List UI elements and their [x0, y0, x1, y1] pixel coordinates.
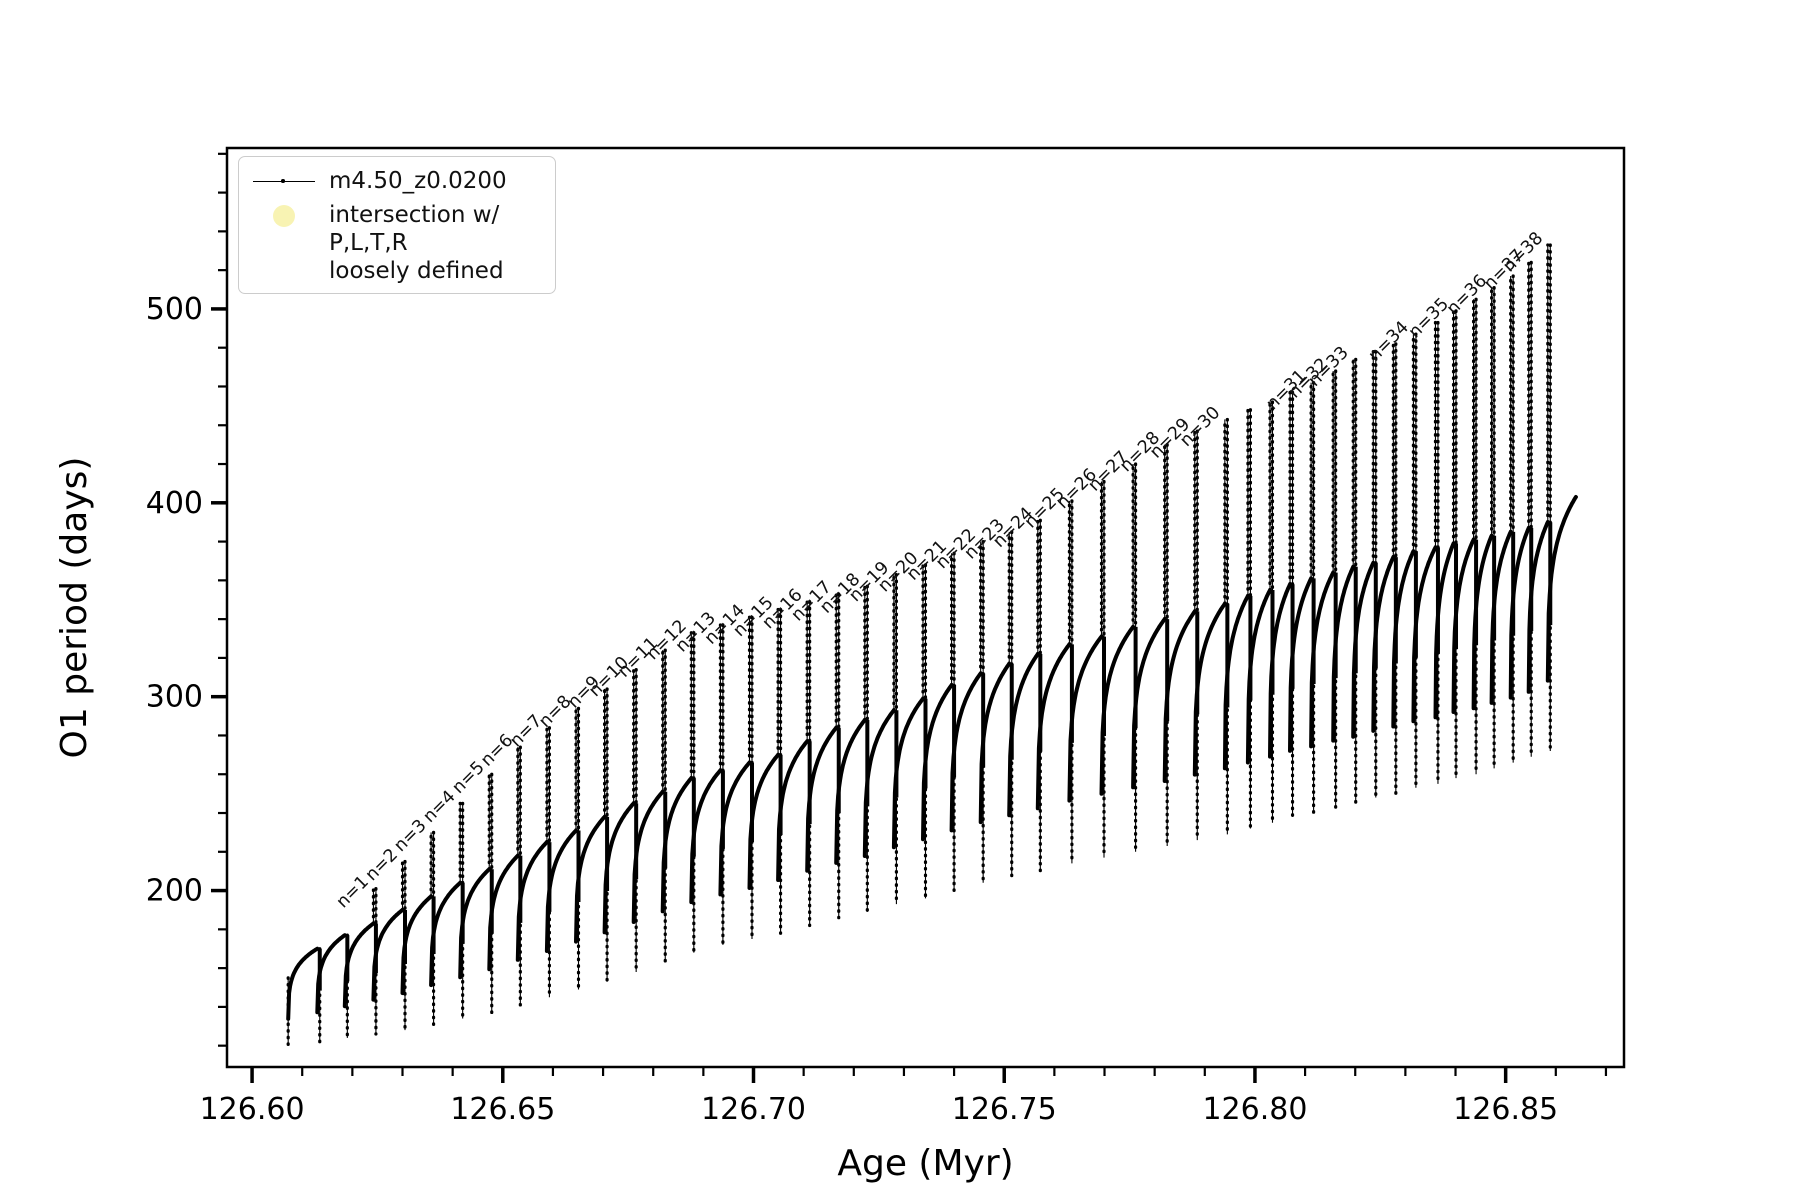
cycle-arc	[1331, 564, 1356, 743]
cycle-arc	[1351, 560, 1376, 739]
cycle-arc	[921, 683, 954, 842]
cycle-arc	[1035, 642, 1072, 811]
x-tick-label: 126.60	[200, 1092, 305, 1127]
cycle-arc	[429, 880, 463, 988]
cycle-arc	[342, 921, 376, 1009]
legend-series-label: m4.50_z0.0200	[329, 168, 507, 194]
cycle-arc	[689, 768, 723, 905]
cycle-arc	[286, 946, 320, 1021]
cycle-arc	[1526, 520, 1550, 694]
y-tick-label: 500	[146, 292, 203, 327]
legend-entry-series: m4.50_z0.0200	[253, 167, 541, 195]
legend-intersection-label: intersection w/ P,L,T,R loosely defined	[329, 202, 504, 285]
spike-annotation: n=1	[333, 872, 373, 912]
cycle-arc	[371, 908, 405, 1002]
cycle-arc	[834, 718, 867, 865]
cycle-arc	[1222, 593, 1250, 771]
cycle-arc	[776, 739, 810, 882]
cycle-arc	[1489, 529, 1513, 705]
y-tick-label: 400	[146, 486, 203, 521]
legend: m4.50_z0.0200 intersection w/ P,L,T,R lo…	[238, 156, 556, 295]
cycle-arc	[400, 894, 434, 996]
cycle-arc	[949, 671, 983, 833]
cycle-arc	[1067, 634, 1104, 803]
x-tick-label: 126.85	[1453, 1092, 1558, 1127]
cycle-arc	[631, 789, 665, 924]
y-tick-label: 200	[146, 874, 203, 909]
cycle-arc	[1007, 652, 1040, 818]
x-tick-label: 126.65	[450, 1092, 555, 1127]
cycle-arc	[1471, 533, 1494, 711]
cycle-arc	[1411, 545, 1438, 724]
cycle-arc	[891, 696, 925, 850]
cycle-arc	[1245, 588, 1272, 765]
cycle-arc	[660, 776, 694, 914]
x-tick-label: 126.70	[701, 1092, 806, 1127]
spike-annotation: n=4	[419, 787, 459, 827]
cycle-arc	[1131, 617, 1167, 790]
cycle-arc	[1099, 624, 1136, 796]
cycle-arc	[574, 814, 607, 944]
legend-entry-intersection: intersection w/ P,L,T,R loosely defined	[253, 201, 541, 285]
cycle-arc	[1391, 549, 1416, 729]
cycle-arc	[1508, 526, 1531, 700]
cycle-arc	[1309, 570, 1336, 749]
cycle-arc	[1545, 495, 1578, 683]
cycle-arc	[487, 853, 520, 972]
cycle-arc	[718, 760, 752, 897]
cycle-arc	[1162, 609, 1197, 783]
cycle-arc	[1268, 582, 1292, 759]
y-axis-label: O1 period (days)	[54, 457, 95, 759]
cycle-arc	[315, 933, 347, 1015]
x-axis-label: Age (Myr)	[837, 1143, 1013, 1184]
cycle-arc	[602, 801, 636, 935]
cycle-arc	[515, 840, 549, 962]
cycle-arc	[747, 752, 781, 890]
cycle-arc	[1433, 541, 1456, 720]
plot-border	[225, 146, 1626, 1069]
cycle-arc	[1451, 537, 1476, 714]
cycle-arc	[458, 867, 492, 980]
legend-line-dot-swatch	[253, 168, 315, 194]
spike-annotation: n=3	[390, 816, 430, 856]
cycle-arc	[978, 661, 1012, 825]
spike-annotation: n=5	[449, 758, 489, 798]
cycle-arc	[862, 708, 896, 858]
cycle-arc	[544, 828, 578, 953]
spike-annotation: n=34	[1365, 318, 1413, 366]
x-tick-label: 126.80	[1202, 1092, 1307, 1127]
spike-annotation: n=2	[362, 845, 402, 885]
cycle-arc	[1371, 555, 1396, 733]
cycle-arc	[805, 725, 839, 873]
cycle-arc	[1192, 601, 1227, 777]
cycle-arc	[1288, 576, 1314, 753]
y-tick-label: 300	[146, 680, 203, 715]
x-tick-label: 126.75	[952, 1092, 1057, 1127]
legend-yellow-dot-icon	[253, 201, 315, 228]
